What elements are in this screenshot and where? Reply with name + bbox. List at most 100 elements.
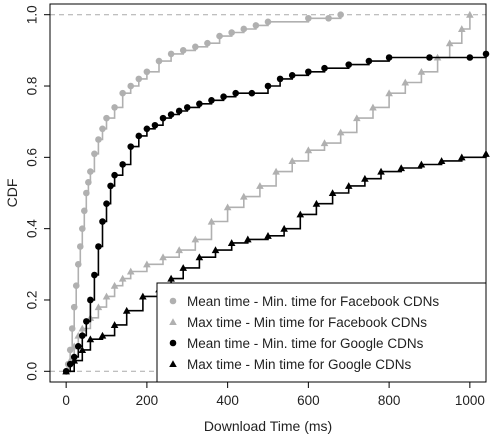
- data-point: [111, 171, 118, 179]
- data-point: [369, 103, 377, 111]
- data-point: [135, 132, 143, 140]
- data-point: [94, 303, 103, 311]
- data-point: [361, 174, 369, 182]
- data-point: [345, 61, 353, 68]
- data-point: [85, 179, 92, 186]
- series-2: [62, 10, 474, 375]
- data-point: [83, 318, 90, 325]
- data-point: [264, 18, 272, 26]
- data-point: [98, 331, 107, 339]
- data-point: [167, 50, 175, 58]
- data-point: [78, 324, 87, 332]
- data-point: [397, 164, 406, 172]
- data-point: [365, 57, 373, 65]
- y-tick-label: 1.0: [25, 5, 40, 24]
- data-point: [87, 296, 94, 304]
- data-point: [353, 114, 361, 122]
- data-point: [417, 67, 426, 75]
- data-point: [159, 253, 167, 261]
- data-point: [151, 121, 159, 129]
- data-point: [207, 217, 216, 225]
- data-point: [78, 332, 86, 339]
- data-point: [91, 150, 98, 158]
- data-point: [62, 367, 70, 375]
- data-point: [264, 231, 272, 239]
- data-point: [240, 25, 248, 33]
- y-tick-label: 0.2: [25, 291, 40, 310]
- data-point: [312, 199, 321, 207]
- data-point: [377, 167, 385, 175]
- data-point: [83, 189, 90, 197]
- x-tick-label: 800: [378, 393, 401, 408]
- data-point: [401, 78, 410, 86]
- data-point: [95, 136, 102, 143]
- data-point: [227, 239, 236, 246]
- data-point: [81, 207, 88, 215]
- data-point: [78, 225, 86, 232]
- data-point: [196, 100, 203, 108]
- data-point: [466, 10, 474, 18]
- data-point: [191, 235, 200, 243]
- y-tick-label: 0.0: [25, 362, 40, 381]
- data-point: [328, 189, 337, 197]
- data-point: [127, 143, 135, 150]
- legend-marker-2: [169, 318, 177, 326]
- data-point: [417, 160, 426, 168]
- series-3: [62, 50, 490, 375]
- data-point: [139, 292, 147, 300]
- data-point: [437, 157, 446, 164]
- data-point: [321, 64, 328, 72]
- x-tick-label: 1000: [455, 393, 485, 408]
- data-point: [192, 43, 199, 51]
- x-tick-label: 0: [62, 393, 70, 408]
- data-point: [107, 182, 114, 190]
- data-point: [296, 210, 305, 218]
- legend-box: [156, 282, 487, 383]
- data-point: [99, 218, 106, 225]
- data-point: [143, 260, 151, 268]
- series-line: [66, 153, 487, 373]
- y-tick-label: 0.8: [25, 77, 40, 96]
- x-axis-label: Download Time (ms): [204, 418, 332, 434]
- data-point: [74, 343, 82, 350]
- data-point: [143, 125, 151, 133]
- data-point: [135, 75, 143, 83]
- data-point: [288, 157, 297, 164]
- data-point: [119, 161, 126, 168]
- data-point: [239, 192, 248, 200]
- data-point: [72, 282, 80, 290]
- series-4: [62, 149, 490, 375]
- data-point: [167, 111, 175, 118]
- data-point: [70, 356, 79, 364]
- data-point: [126, 267, 135, 275]
- data-point: [119, 89, 126, 97]
- data-point: [325, 14, 332, 22]
- data-point: [86, 335, 95, 343]
- x-tick-label: 600: [297, 393, 320, 408]
- data-point: [87, 168, 94, 175]
- data-point: [103, 114, 110, 122]
- data-point: [95, 243, 102, 250]
- data-point: [70, 303, 78, 311]
- data-point: [204, 39, 211, 47]
- data-point: [466, 54, 474, 61]
- data-point: [228, 29, 235, 36]
- data-point: [159, 114, 167, 122]
- data-point: [99, 125, 106, 133]
- data-point: [167, 274, 175, 282]
- data-point: [280, 224, 288, 232]
- data-point: [445, 39, 454, 47]
- data-point: [216, 32, 223, 40]
- data-point: [288, 72, 296, 79]
- legend-marker-3: [169, 339, 177, 347]
- data-point: [179, 47, 187, 54]
- legend-marker-1: [169, 297, 177, 305]
- data-point: [457, 153, 466, 161]
- data-point: [122, 306, 131, 314]
- data-point: [127, 82, 135, 90]
- y-axis-label: CDF: [4, 179, 20, 208]
- legend-marker-4: [169, 360, 177, 368]
- data-point: [111, 104, 118, 111]
- x-tick-label: 200: [136, 393, 159, 408]
